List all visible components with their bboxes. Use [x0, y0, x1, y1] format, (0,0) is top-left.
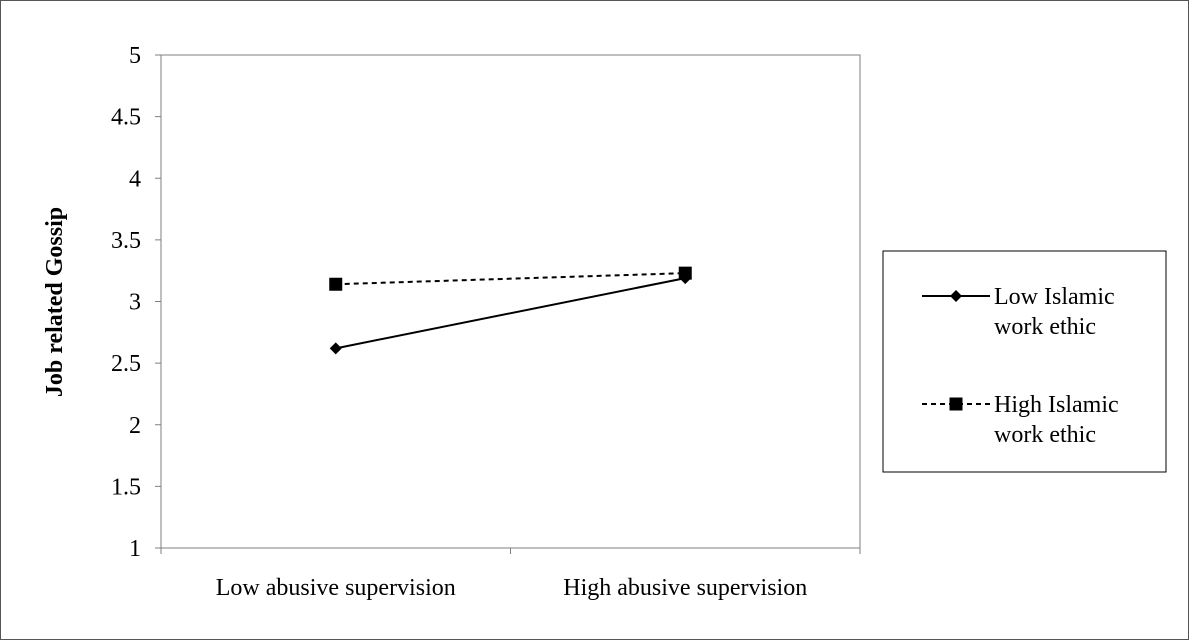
x-tick-label: High abusive supervision	[563, 575, 807, 601]
legend-marker-1	[950, 290, 962, 302]
legend-label-1: Low Islamic work ethic	[994, 284, 1115, 340]
x-tick-labels: Low abusive supervision High abusive supe…	[216, 575, 807, 601]
legend-marker-2	[949, 397, 963, 411]
y-axis-title: Job related Gossip	[42, 207, 68, 397]
legend-label-2: High Islamic work ethic	[994, 392, 1119, 448]
y-tick-label: 2.5	[111, 351, 141, 377]
series-point-2	[678, 266, 692, 280]
y-tick-labels: 1 1.5 2 2.5 3 3.5 4 4.5 5	[111, 43, 141, 562]
x-tick-label: Low abusive supervision	[216, 575, 456, 601]
y-tick-label: 1	[129, 536, 141, 562]
series-line-2	[335, 272, 686, 286]
legend: Low Islamic work ethic High Islamic work et…	[882, 250, 1167, 473]
y-tick-label: 4.5	[111, 105, 141, 131]
legend-box	[882, 250, 1167, 473]
y-tick-label: 5	[129, 43, 141, 69]
y-tick-label: 4	[129, 166, 141, 192]
series-point-1	[329, 342, 342, 355]
y-tick-label: 3.5	[111, 228, 141, 254]
y-tick-label: 2	[129, 413, 141, 439]
y-tick-label: 1.5	[111, 474, 141, 500]
plot-area	[160, 54, 861, 549]
series-layer	[329, 266, 692, 355]
axes	[155, 54, 861, 554]
y-tick-label: 3	[129, 290, 141, 316]
series-point-2	[329, 277, 343, 291]
series-line-1	[335, 277, 686, 350]
